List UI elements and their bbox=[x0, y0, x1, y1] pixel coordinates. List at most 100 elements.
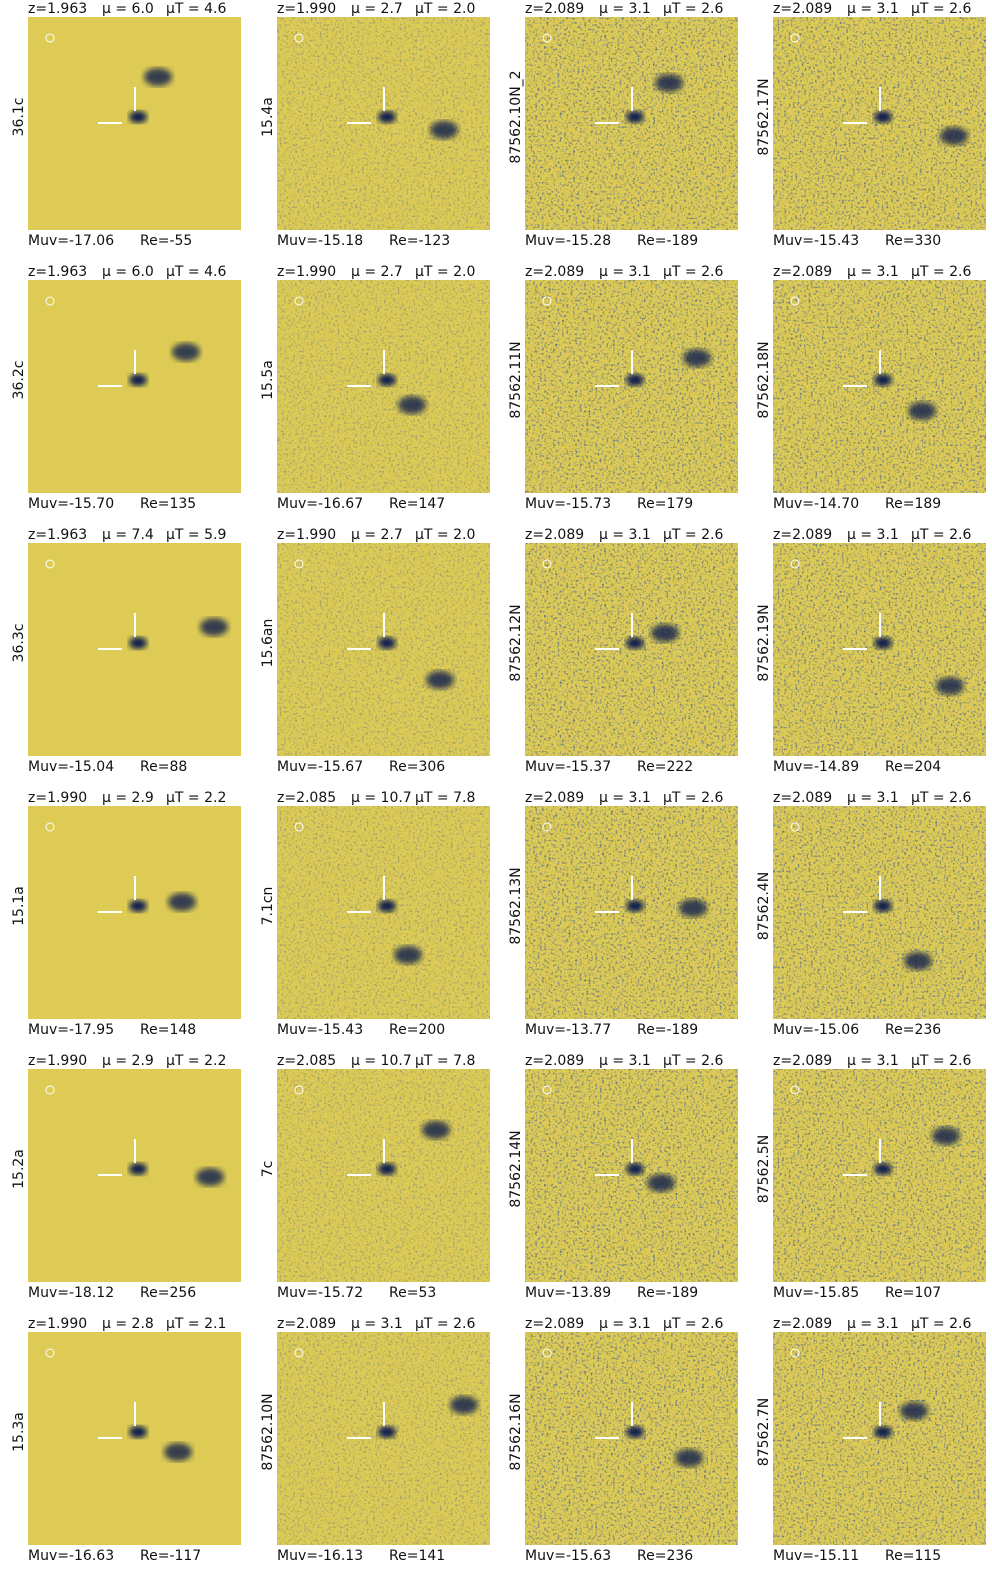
companion-blob bbox=[936, 677, 964, 695]
total-magnification: μT = 2.0 bbox=[415, 527, 475, 543]
source-id: 87562.17N bbox=[756, 78, 772, 155]
effective-radius: Re=107 bbox=[885, 1285, 941, 1301]
uv-magnitude: Muv=-15.70 bbox=[28, 496, 114, 512]
uv-magnitude: Muv=-17.06 bbox=[28, 233, 114, 249]
magnification: μ = 3.1 bbox=[599, 1316, 651, 1332]
source-id: 15.2a bbox=[11, 1149, 27, 1189]
redshift: z=1.990 bbox=[28, 1316, 87, 1332]
uv-magnitude: Muv=-17.95 bbox=[28, 1022, 114, 1038]
redshift: z=2.089 bbox=[773, 264, 832, 280]
companion-blob bbox=[651, 624, 679, 642]
redshift: z=2.089 bbox=[773, 527, 832, 543]
source-blob bbox=[874, 111, 892, 123]
total-magnification: μT = 2.0 bbox=[415, 1, 475, 17]
panel: z=2.089μ = 3.1μT = 2.687562.14NMuv=-13.8… bbox=[508, 1053, 738, 1301]
magnification: μ = 2.7 bbox=[351, 527, 403, 543]
uv-magnitude: Muv=-13.77 bbox=[525, 1022, 611, 1038]
image-noise bbox=[277, 1332, 490, 1545]
companion-blob bbox=[908, 402, 936, 420]
source-id: 7c bbox=[260, 1161, 276, 1178]
image-noise bbox=[773, 543, 986, 756]
total-magnification: μT = 4.6 bbox=[166, 1, 226, 17]
source-blob bbox=[874, 1426, 892, 1438]
source-id: 15.6an bbox=[260, 619, 276, 668]
panel: z=2.089μ = 3.1μT = 2.687562.5NMuv=-15.85… bbox=[756, 1053, 986, 1301]
magnification: μ = 3.1 bbox=[599, 264, 651, 280]
uv-magnitude: Muv=-15.63 bbox=[525, 1548, 611, 1564]
uv-magnitude: Muv=-15.67 bbox=[277, 759, 363, 775]
companion-blob bbox=[200, 618, 228, 636]
uv-magnitude: Muv=-16.13 bbox=[277, 1548, 363, 1564]
redshift: z=1.990 bbox=[28, 790, 87, 806]
total-magnification: μT = 2.6 bbox=[663, 1316, 723, 1332]
panel: z=2.089μ = 3.1μT = 2.687562.12NMuv=-15.3… bbox=[508, 527, 738, 775]
effective-radius: Re=147 bbox=[389, 496, 445, 512]
source-id: 87562.16N bbox=[508, 1393, 524, 1470]
effective-radius: Re=330 bbox=[885, 233, 941, 249]
redshift: z=1.963 bbox=[28, 527, 87, 543]
companion-blob bbox=[940, 127, 968, 145]
effective-radius: Re=179 bbox=[637, 496, 693, 512]
image-noise bbox=[773, 280, 986, 493]
image-noise bbox=[277, 543, 490, 756]
companion-blob bbox=[394, 946, 422, 964]
magnification: μ = 2.9 bbox=[102, 1053, 154, 1069]
redshift: z=1.963 bbox=[28, 1, 87, 17]
effective-radius: Re=88 bbox=[140, 759, 187, 775]
source-blob bbox=[626, 637, 644, 649]
source-blob bbox=[129, 637, 147, 649]
image-noise bbox=[525, 806, 738, 1019]
effective-radius: Re=200 bbox=[389, 1022, 445, 1038]
redshift: z=1.990 bbox=[28, 1053, 87, 1069]
source-id: 87562.10N bbox=[260, 1393, 276, 1470]
companion-blob bbox=[430, 121, 458, 139]
companion-blob bbox=[168, 893, 196, 911]
companion-blob bbox=[900, 1402, 928, 1420]
uv-magnitude: Muv=-15.73 bbox=[525, 496, 611, 512]
magnification: μ = 3.1 bbox=[847, 527, 899, 543]
panel: z=1.990μ = 2.9μT = 2.215.1aMuv=-17.95Re=… bbox=[11, 790, 241, 1038]
magnification: μ = 3.1 bbox=[599, 1053, 651, 1069]
uv-magnitude: Muv=-18.12 bbox=[28, 1285, 114, 1301]
total-magnification: μT = 2.6 bbox=[911, 1, 971, 17]
redshift: z=2.089 bbox=[773, 1, 832, 17]
image-noise bbox=[773, 1332, 986, 1545]
uv-magnitude: Muv=-15.28 bbox=[525, 233, 611, 249]
companion-blob bbox=[683, 349, 711, 367]
magnification: μ = 2.7 bbox=[351, 264, 403, 280]
panel: z=1.963μ = 6.0μT = 4.636.1cMuv=-17.06Re=… bbox=[11, 1, 241, 249]
source-blob bbox=[874, 374, 892, 386]
image-noise bbox=[525, 1069, 738, 1282]
magnification: μ = 3.1 bbox=[847, 1316, 899, 1332]
companion-blob bbox=[647, 1174, 675, 1192]
uv-magnitude: Muv=-16.67 bbox=[277, 496, 363, 512]
magnification: μ = 3.1 bbox=[847, 1, 899, 17]
companion-blob bbox=[679, 899, 707, 917]
panel: z=1.963μ = 6.0μT = 4.636.2cMuv=-15.70Re=… bbox=[11, 264, 241, 512]
source-id: 87562.12N bbox=[508, 604, 524, 681]
companion-blob bbox=[422, 1121, 450, 1139]
image-noise bbox=[277, 806, 490, 1019]
source-blob bbox=[626, 1163, 644, 1175]
companion-blob bbox=[675, 1449, 703, 1467]
magnification: μ = 6.0 bbox=[102, 264, 154, 280]
magnification: μ = 3.1 bbox=[599, 790, 651, 806]
magnification: μ = 6.0 bbox=[102, 1, 154, 17]
source-blob bbox=[129, 374, 147, 386]
source-id: 36.2c bbox=[11, 361, 27, 400]
effective-radius: Re=-123 bbox=[389, 233, 450, 249]
source-id: 87562.5N bbox=[756, 1135, 772, 1203]
source-id: 15.3a bbox=[11, 1412, 27, 1452]
source-id: 87562.18N bbox=[756, 341, 772, 418]
redshift: z=2.089 bbox=[525, 527, 584, 543]
uv-magnitude: Muv=-15.18 bbox=[277, 233, 363, 249]
magnification: μ = 3.1 bbox=[847, 1053, 899, 1069]
total-magnification: μT = 2.6 bbox=[415, 1316, 475, 1332]
magnification: μ = 2.7 bbox=[351, 1, 403, 17]
effective-radius: Re=256 bbox=[140, 1285, 196, 1301]
